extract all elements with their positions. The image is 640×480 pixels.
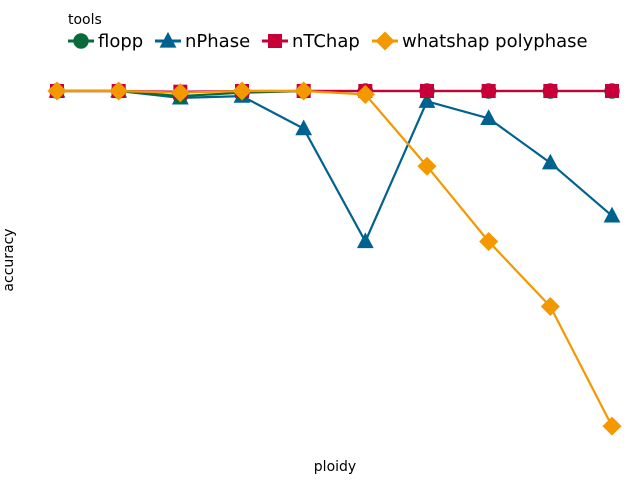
data-point	[420, 84, 434, 98]
data-point	[170, 83, 190, 103]
data-point	[356, 232, 374, 249]
series-line	[57, 89, 613, 244]
legend-entry: nTChap	[262, 31, 360, 52]
legend-label: nTChap	[292, 31, 360, 52]
series-whatshap-polyphase	[47, 81, 622, 436]
data-point	[295, 119, 313, 136]
data-point	[603, 206, 621, 223]
legend-label: flopp	[98, 31, 143, 52]
data-point	[479, 231, 499, 251]
data-point	[109, 81, 129, 101]
data-point	[355, 84, 375, 104]
data-point	[543, 84, 558, 98]
legend-title: tools	[68, 12, 102, 28]
legend-entry: whatshap polyphase	[372, 31, 588, 52]
legend-marker	[375, 31, 395, 51]
data-point	[540, 296, 560, 316]
data-point	[481, 84, 496, 98]
plot-area	[47, 81, 622, 436]
data-point	[605, 84, 619, 98]
legend-marker	[159, 31, 177, 48]
data-point	[294, 81, 314, 101]
data-point	[417, 156, 437, 176]
data-point	[541, 153, 559, 170]
data-point	[418, 92, 436, 108]
legend-entry: nPhase	[155, 31, 250, 52]
data-point	[232, 81, 252, 101]
series-nphase	[48, 81, 621, 249]
x-axis-label: ploidy	[314, 459, 356, 475]
legend-entry: flopp	[68, 31, 143, 52]
legend-label: whatshap polyphase	[402, 31, 588, 52]
legend: flopp nPhase nTChap whatshap polyphase	[68, 31, 588, 52]
data-point	[602, 416, 622, 436]
y-axis-label: accuracy	[1, 228, 17, 291]
legend-marker	[73, 33, 89, 49]
data-point	[47, 81, 67, 101]
legend-marker	[268, 34, 282, 48]
data-point	[480, 109, 498, 125]
series-line	[57, 89, 613, 427]
legend-label: nPhase	[185, 31, 250, 52]
